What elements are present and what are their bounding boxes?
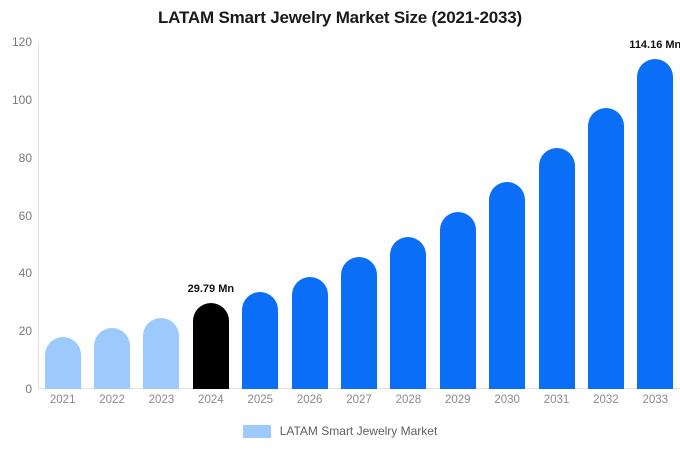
bar-slot — [143, 42, 180, 389]
bar-slot — [291, 42, 328, 389]
plot-area: 29.79 Mn 114.16 Mn — [38, 38, 680, 389]
bar-2031[interactable] — [538, 147, 575, 389]
y-axis-tick-label: 80 — [18, 150, 32, 165]
y-axis-tick-label: 40 — [18, 266, 32, 281]
bar-2021[interactable] — [44, 336, 81, 389]
bar-slot — [242, 42, 279, 389]
x-axis-tick-label: 2029 — [444, 394, 471, 406]
bar-slot — [44, 42, 81, 389]
bar-2029[interactable] — [439, 212, 476, 389]
bars-layer: 29.79 Mn 114.16 Mn — [38, 38, 680, 389]
bar-2028[interactable] — [390, 236, 427, 389]
x-axis-tick-label: 2030 — [494, 394, 520, 406]
y-axis-line — [38, 42, 39, 389]
x-axis-tick-label: 2031 — [543, 394, 570, 406]
x-axis-tick-label: 2028 — [395, 394, 422, 406]
x-axis-tick-label: 2027 — [346, 394, 372, 406]
x-axis-tick-label: 2022 — [99, 394, 125, 406]
bar-slot — [587, 42, 624, 389]
x-axis-tick-label: 2025 — [247, 394, 274, 406]
x-axis-tick-label: 2023 — [148, 394, 175, 406]
bar-slot — [538, 42, 575, 389]
y-axis-tick-label: 20 — [18, 324, 32, 339]
y-axis-tick-label: 0 — [25, 382, 32, 396]
bar-2027[interactable] — [341, 257, 377, 389]
y-axis-tick-labels: 0 20 40 60 80 100 120 — [0, 35, 32, 396]
bar-slot — [489, 42, 526, 389]
legend-item-label: LATAM Smart Jewelry Market — [279, 424, 438, 438]
bar-slot — [341, 42, 377, 389]
bar-2026[interactable] — [291, 276, 328, 389]
y-axis-tick-label: 100 — [11, 92, 32, 107]
bar-2024[interactable] — [192, 302, 229, 389]
bar-2022[interactable] — [94, 327, 131, 389]
bar-slot — [390, 42, 427, 389]
bar-slot — [637, 42, 674, 389]
chart-legend: LATAM Smart Jewelry Market — [0, 424, 680, 438]
bar-value-label-2033: 114.16 Mn — [629, 38, 680, 51]
legend-item[interactable]: LATAM Smart Jewelry Market — [242, 424, 438, 438]
x-axis-tick-label: 2021 — [49, 394, 76, 406]
x-axis-tick-label: 2033 — [642, 394, 669, 406]
y-axis-tick-label: 120 — [11, 35, 32, 49]
legend-swatch-icon — [242, 424, 271, 438]
bar-2032[interactable] — [587, 107, 624, 389]
x-axis-tick-labels: 2021 2022 2023 2024 2025 2026 2027 2028 2029 2030… — [38, 394, 680, 412]
x-axis-tick-label: 2032 — [593, 394, 619, 406]
x-axis-tick-label: 2024 — [198, 394, 224, 406]
bar-value-label-2024: 29.79 Mn — [187, 282, 235, 295]
y-axis-tick-label: 60 — [18, 208, 32, 223]
x-axis-tick-label: 2026 — [296, 394, 323, 406]
bar-2023[interactable] — [143, 317, 180, 389]
chart-title: LATAM Smart Jewelry Market Size (2021-20… — [158, 8, 522, 27]
bar-slot — [439, 42, 476, 389]
bar-2030[interactable] — [489, 181, 526, 389]
bar-2025[interactable] — [242, 292, 279, 389]
bar-slot — [192, 42, 229, 389]
bar-2033[interactable] — [637, 58, 674, 389]
bar-slot — [94, 42, 131, 389]
